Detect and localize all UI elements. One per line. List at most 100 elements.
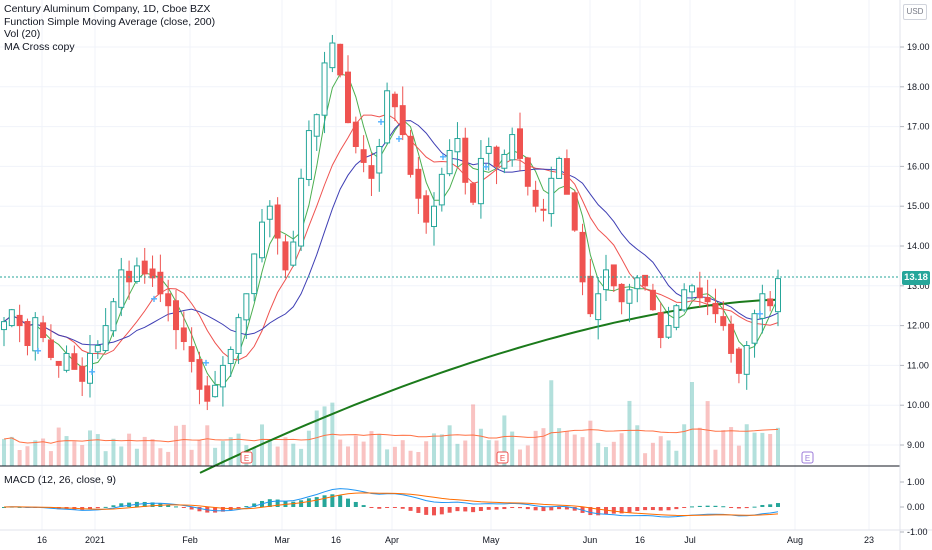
candle-body: [423, 195, 430, 223]
macd-hist-bar: [127, 502, 132, 507]
candle-body: [509, 134, 516, 161]
macd-hist-bar: [463, 507, 468, 512]
candle-body: [595, 293, 602, 321]
candle-body: [446, 149, 453, 175]
chart-legend: Century Aluminum Company, 1D, Cboe BZX F…: [4, 3, 215, 53]
macd-hist-bar: [666, 507, 671, 511]
time-tick-label: Aug: [787, 535, 803, 545]
cross-marker: +: [395, 132, 402, 146]
candle-body: [767, 298, 774, 307]
volume-bar: [220, 441, 225, 466]
candle-body: [540, 208, 547, 211]
candle-body: [243, 293, 250, 321]
time-axis[interactable]: 16 2021 Feb Mar 16 Apr May Jun 16 Jul Aug 23: [37, 535, 874, 545]
volume-bar: [189, 449, 194, 466]
volume-bar: [346, 446, 350, 466]
price-tick-label: 13.00: [907, 281, 930, 291]
volume-bar: [643, 453, 648, 466]
candle-body: [399, 105, 406, 136]
time-tick-label: 16: [331, 535, 341, 545]
macd-hist-bar: [674, 507, 679, 510]
macd-hist-bar: [510, 507, 515, 509]
volume-bar: [713, 449, 718, 466]
time-tick-label: 23: [864, 535, 874, 545]
macd-legend[interactable]: MACD (12, 26, close, 9): [4, 474, 117, 486]
macd-axis[interactable]: 1.00 0.00 -1.00: [900, 477, 928, 537]
candle-body: [188, 346, 195, 362]
legend-vol[interactable]: Vol (20): [4, 28, 41, 40]
macd-hist-bar: [306, 498, 311, 507]
price-tick-label: 9.00: [907, 440, 925, 450]
legend-title[interactable]: Century Aluminum Company, 1D, Cboe BZX: [4, 3, 211, 15]
candle-body: [438, 173, 445, 206]
candle-body: [391, 93, 398, 108]
candle-body: [681, 289, 688, 311]
macd-hist-bar: [103, 506, 108, 508]
candle-body: [704, 297, 711, 303]
macd-hist-bar: [486, 507, 491, 510]
candle-body: [204, 385, 211, 402]
candle-body: [180, 327, 187, 343]
macd-hist-bar: [596, 507, 601, 516]
macd-hist-bar: [478, 507, 483, 512]
volume-bar: [432, 433, 436, 466]
volume-bar: [674, 450, 679, 466]
volume-bar: [33, 440, 38, 466]
candle-body: [219, 364, 226, 388]
candle-body: [579, 231, 586, 283]
macd-hist-bar: [525, 507, 530, 510]
legend-ma-cross[interactable]: MA Cross copy: [4, 40, 75, 53]
legend-sma[interactable]: Function Simple Moving Average (close, 2…: [4, 15, 216, 28]
time-tick-label: Apr: [385, 535, 399, 545]
earnings-marker-label: E: [500, 454, 505, 463]
volume-bar: [635, 425, 640, 466]
macd-hist-bar: [174, 506, 178, 508]
macd-tick-label: 1.00: [907, 477, 925, 487]
macd-hist-bar: [111, 505, 116, 507]
candle-body: [157, 271, 164, 295]
macd-hist-bar: [744, 507, 749, 509]
volume-bar: [56, 427, 61, 466]
macd-hist-bar: [275, 499, 280, 507]
macd-hist-bar: [564, 507, 569, 510]
price-tick-label: 19.00: [907, 42, 930, 52]
volume-bar: [392, 446, 397, 466]
volume-ma-line: [3, 428, 779, 444]
time-tick-label: Feb: [182, 535, 198, 545]
earnings-marker-box: [240, 451, 253, 464]
macd-hist-bar: [518, 507, 522, 509]
candle-body: [282, 241, 289, 271]
candle-body: [266, 205, 273, 220]
ma-mid-line: [3, 120, 779, 346]
volume-bar: [213, 447, 218, 466]
ma-lines: [3, 73, 779, 386]
volume-bar: [604, 447, 608, 466]
price-axis[interactable]: 19.00 18.00 17.00 16.00 15.00 14.00 13.00 12.00…: [900, 42, 930, 450]
candle-body: [626, 289, 633, 304]
candle-body: [376, 146, 383, 174]
macd-hist-bar: [314, 497, 319, 507]
price-tick-label: 15.00: [907, 201, 930, 211]
candle-body: [40, 322, 47, 339]
candle-body: [384, 90, 391, 144]
macd-hist-bar: [705, 505, 710, 507]
macd-hist-bar: [690, 506, 694, 508]
volume-bar: [174, 425, 178, 466]
volume-bar: [41, 438, 46, 466]
price-tick-label: 18.00: [907, 82, 930, 92]
volume-bar: [2, 438, 6, 466]
candle-body: [63, 352, 70, 371]
macd-hist-bar: [213, 507, 218, 513]
volume-bar: [658, 436, 663, 466]
volume-bar: [502, 415, 507, 466]
volume-bar: [267, 440, 272, 466]
candle-body: [735, 348, 742, 374]
candle-body: [360, 149, 367, 163]
candle-body: [55, 360, 62, 366]
candle-body: [587, 275, 594, 315]
price-tick-label: 16.00: [907, 161, 930, 171]
macd-hist-bar: [353, 501, 358, 507]
currency-label[interactable]: USD: [903, 4, 927, 20]
